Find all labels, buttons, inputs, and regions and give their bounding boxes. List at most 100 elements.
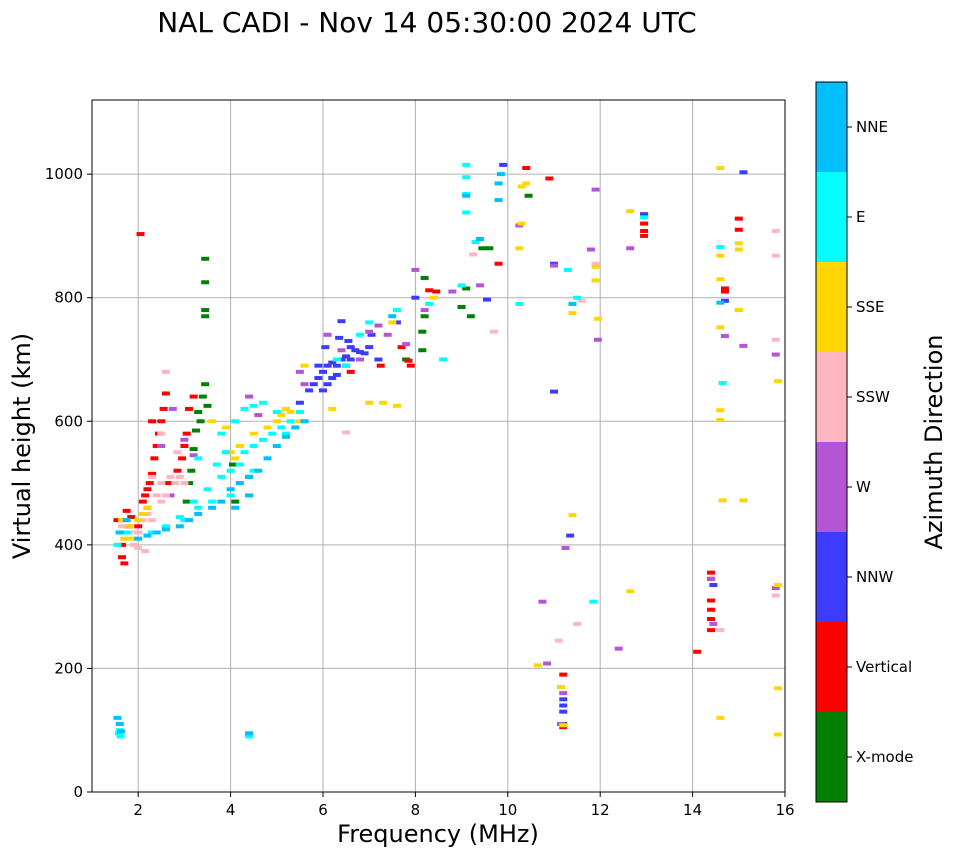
data-point-sse <box>718 498 727 503</box>
data-point-e <box>221 450 230 455</box>
data-point-nne <box>494 181 503 186</box>
data-point-nne <box>113 715 122 720</box>
data-point-nne <box>152 530 161 535</box>
data-point-vertical <box>346 369 355 374</box>
data-point-vertical <box>425 288 434 293</box>
colorbar-segment-nnw <box>816 532 847 622</box>
data-point-nnw <box>411 295 420 300</box>
data-point-w <box>720 334 729 339</box>
data-point-sse <box>295 419 304 424</box>
data-point-e <box>231 419 240 424</box>
data-point-e <box>457 283 466 288</box>
colorbar-frame <box>815 81 848 803</box>
data-point-nne <box>282 434 291 439</box>
data-point-nnw <box>374 357 383 362</box>
data-point-nnw <box>295 400 304 405</box>
data-point-e <box>332 357 341 362</box>
data-point-w <box>550 263 558 268</box>
data-point-ssw <box>771 228 780 233</box>
data-point-nnw <box>550 389 558 394</box>
data-point-ssw <box>577 298 586 303</box>
data-point-e <box>203 487 212 492</box>
data-point-ssw <box>180 481 189 486</box>
data-point-nne <box>263 456 272 461</box>
data-point-ssw <box>157 481 166 486</box>
data-point-x-mode <box>185 481 194 486</box>
data-point-sse <box>221 425 230 430</box>
data-point-e <box>258 437 267 442</box>
y-tick-label: 400 <box>54 536 83 554</box>
data-point-vertical <box>145 481 154 486</box>
data-point-sse <box>716 418 725 423</box>
data-point-sse <box>392 403 401 408</box>
data-point-e <box>425 301 434 306</box>
data-point-nne <box>134 536 143 541</box>
y-tick-label: 1000 <box>45 165 83 183</box>
data-point-nnw <box>309 382 318 387</box>
chart-title: NAL CADI - Nov 14 05:30:00 2024 UTC <box>157 6 696 39</box>
data-point-e <box>282 431 291 436</box>
data-point-x-mode <box>198 394 207 399</box>
data-point-e <box>268 431 277 436</box>
data-point-w <box>420 308 429 313</box>
data-point-x-mode <box>420 314 429 319</box>
data-point-sse <box>774 583 783 588</box>
data-point-vertical <box>118 555 127 560</box>
data-point-e <box>462 210 471 215</box>
data-point-nnw <box>566 533 575 538</box>
colorbar-tick-label: NNE <box>856 118 888 136</box>
data-point-sse <box>739 498 748 503</box>
colorbar-segment-w <box>816 442 847 532</box>
data-point-nnw <box>709 583 718 588</box>
data-point-e <box>116 734 125 739</box>
data-point-w <box>771 586 780 591</box>
data-point-nnw <box>335 335 344 340</box>
x-axis-ticks: 2 4 6 8 10 12 14 16 <box>133 792 795 819</box>
data-point-w <box>709 621 718 626</box>
data-point-sse <box>124 524 133 529</box>
data-point-e <box>716 245 725 250</box>
y-tick-label: 600 <box>54 412 83 430</box>
data-point-ssw <box>166 474 175 479</box>
data-point-sse <box>429 295 438 300</box>
data-point-nnw <box>305 388 314 393</box>
data-point-e <box>180 518 189 523</box>
data-point-e <box>161 524 170 529</box>
data-point-nnw <box>365 345 374 350</box>
data-point-nnw <box>351 348 360 353</box>
data-point-vertical <box>559 672 568 677</box>
data-point-sse <box>568 513 577 518</box>
data-point-vertical <box>720 289 729 294</box>
data-point-w <box>411 267 420 272</box>
data-point-sse <box>120 536 129 541</box>
data-point-e <box>194 505 203 510</box>
data-point-vertical <box>707 598 716 603</box>
colorbar-segment-e <box>816 172 847 262</box>
data-point-nne <box>117 729 126 734</box>
data-point-nnw <box>367 332 376 337</box>
data-point-nne <box>388 314 397 319</box>
data-point-w <box>614 646 623 651</box>
data-point-nnw <box>323 382 332 387</box>
data-point-ssw <box>129 542 138 547</box>
data-point-vertical <box>397 345 406 350</box>
data-point-w <box>402 342 411 347</box>
data-point-sse <box>143 505 152 510</box>
data-point-vertical <box>143 487 152 492</box>
data-point-ssw <box>173 450 182 455</box>
data-point-e <box>122 530 131 535</box>
data-point-vertical <box>113 518 122 523</box>
data-point-x-mode <box>228 462 237 467</box>
data-point-sse <box>522 181 531 186</box>
data-point-nne <box>185 518 194 523</box>
data-point-vertical <box>707 617 716 621</box>
data-point-sse <box>774 732 783 737</box>
data-point-x-mode <box>203 403 212 408</box>
data-point-nne <box>217 499 226 504</box>
data-point-sse <box>208 419 217 424</box>
colorbar-tick-label: X-mode <box>856 748 913 766</box>
data-point-w <box>166 493 175 498</box>
data-point-e <box>392 308 401 313</box>
data-point-e <box>295 410 304 415</box>
